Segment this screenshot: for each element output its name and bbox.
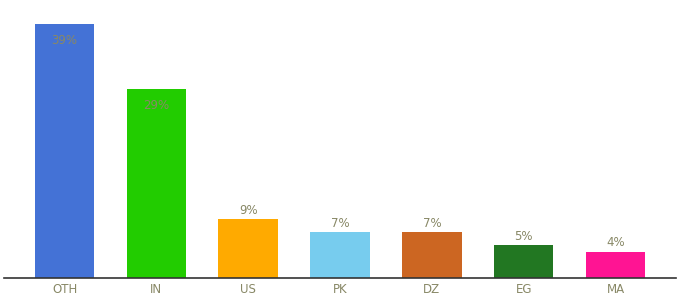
Bar <box>35 24 95 278</box>
Text: 29%: 29% <box>143 99 169 112</box>
Text: 39%: 39% <box>52 34 78 46</box>
Text: 4%: 4% <box>606 236 625 249</box>
Bar <box>402 232 462 278</box>
Bar <box>585 252 645 278</box>
Bar <box>218 219 278 278</box>
Bar <box>494 245 554 278</box>
Text: 7%: 7% <box>422 217 441 230</box>
Bar <box>126 89 186 278</box>
Text: 7%: 7% <box>330 217 350 230</box>
Text: 5%: 5% <box>514 230 533 243</box>
Text: 9%: 9% <box>239 204 258 217</box>
Bar <box>310 232 370 278</box>
